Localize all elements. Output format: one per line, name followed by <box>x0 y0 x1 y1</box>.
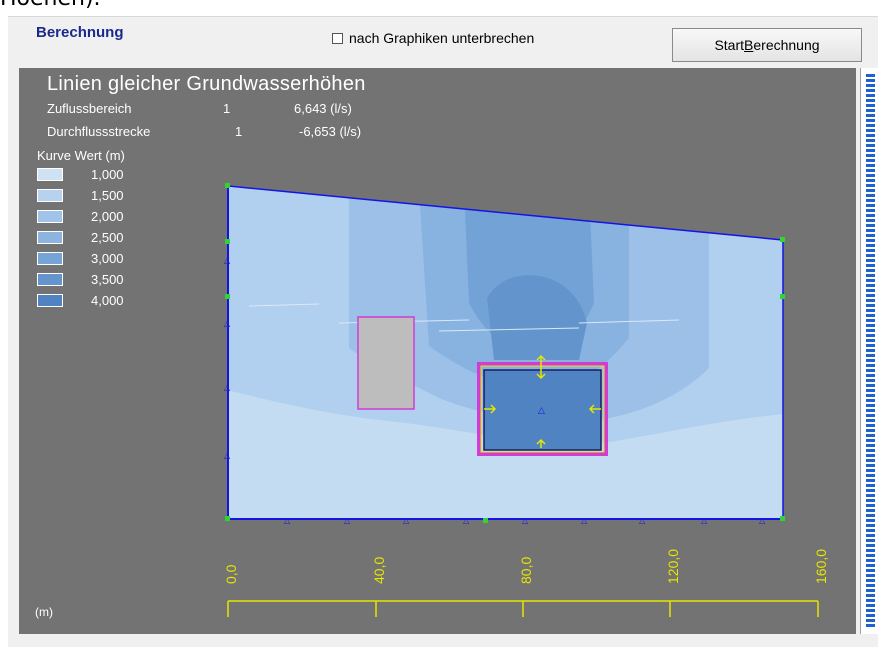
legend-value: 3,000 <box>91 251 124 266</box>
scroll-indicator[interactable] <box>866 74 875 628</box>
svg-text:△: △ <box>344 516 351 525</box>
start-button-rest: erechnung <box>753 37 820 53</box>
legend-item: 2,500 <box>37 230 124 245</box>
scale-bar <box>227 600 819 617</box>
svg-text:△: △ <box>403 516 410 525</box>
legend-item: 3,000 <box>37 251 124 266</box>
svg-text:△: △ <box>224 319 231 328</box>
right-scrollbar[interactable] <box>860 68 878 634</box>
unit-label: (m) <box>35 605 53 619</box>
window-top-text: Hoehen). <box>0 0 101 11</box>
legend-swatch <box>37 273 63 286</box>
legend-swatch <box>37 168 63 181</box>
info-value: -6,653 (l/s) <box>299 124 362 139</box>
info-name: Zuflussbereich <box>47 101 132 116</box>
pit-inner-yellow <box>480 365 605 453</box>
legend-header: Kurve Wert (m) <box>37 148 125 163</box>
legend-value: 1,500 <box>91 188 124 203</box>
plot-canvas: △ △ △ △ △ △ △ △ △ △ △ △ △ △ 0,0 40,0 80,0 120,0 16… <box>223 183 829 617</box>
start-button-prefix: Start <box>714 37 745 53</box>
start-button-mnemonic: B <box>744 37 754 53</box>
legend-swatch <box>37 231 63 244</box>
legend-value: 2,000 <box>91 209 124 224</box>
svg-text:△: △ <box>463 516 470 525</box>
info-name: Durchflussstrecke <box>47 124 151 139</box>
svg-text:△: △ <box>284 516 291 525</box>
node-markers: △ △ △ △ △ △ △ △ △ △ △ △ △ <box>224 256 766 525</box>
tick-label: 0,0 <box>223 564 239 584</box>
svg-text:△: △ <box>581 516 588 525</box>
legend-item: 4,000 <box>37 293 124 308</box>
legend-swatch <box>37 294 63 307</box>
legend-item: 1,000 <box>37 167 124 182</box>
svg-text:△: △ <box>224 256 231 265</box>
svg-text:△: △ <box>701 516 708 525</box>
excavation-pit-outline <box>477 362 608 456</box>
contour-3500 <box>487 275 587 360</box>
info-index: 1 <box>223 101 231 116</box>
legend-swatch <box>37 189 63 202</box>
contour-fill <box>228 186 783 519</box>
axis-tick-labels: 0,0 40,0 80,0 120,0 160,0 <box>223 549 829 584</box>
tick-label: 40,0 <box>371 557 387 584</box>
tick-label: 160,0 <box>813 549 829 584</box>
pit-center-marker: △ <box>538 406 545 416</box>
legend-swatch <box>37 210 63 223</box>
legend-value: 2,500 <box>91 230 124 245</box>
legend-item: 3,500 <box>37 272 124 287</box>
group-title: Berechnung <box>36 24 124 41</box>
legend-swatch <box>37 252 63 265</box>
green-endpoints <box>225 183 785 523</box>
excavation-pit <box>483 369 602 451</box>
tick-label: 80,0 <box>518 557 534 584</box>
tick-label: 120,0 <box>665 549 681 584</box>
interrupt-checkbox[interactable] <box>332 32 343 44</box>
svg-text:△: △ <box>224 451 231 460</box>
interrupt-checkbox-row[interactable]: nach Graphiken unterbrechen <box>332 30 534 46</box>
legend-value: 4,000 <box>91 293 124 308</box>
obstacle-rectangle <box>357 316 415 410</box>
legend-value: 1,000 <box>91 167 124 182</box>
groundwater-plot: △ △ △ △ △ △ △ △ △ △ △ △ △ △ 0,0 40,0 80,0 120,0 16… <box>19 68 856 634</box>
legend-item: 2,000 <box>37 209 124 224</box>
svg-text:△: △ <box>224 383 231 392</box>
svg-text:△: △ <box>522 516 529 525</box>
info-index: 1 <box>235 124 243 139</box>
legend-item: 1,500 <box>37 188 124 203</box>
pit-arrows <box>484 354 601 448</box>
svg-text:△: △ <box>759 516 766 525</box>
info-value: 6,643 (l/s) <box>294 101 352 116</box>
legend-value: 3,500 <box>91 272 124 287</box>
svg-text:△: △ <box>639 516 646 525</box>
plot-title: Linien gleicher Grundwasserhöhen <box>47 73 366 95</box>
interrupt-checkbox-label[interactable]: nach Graphiken unterbrechen <box>349 30 535 46</box>
